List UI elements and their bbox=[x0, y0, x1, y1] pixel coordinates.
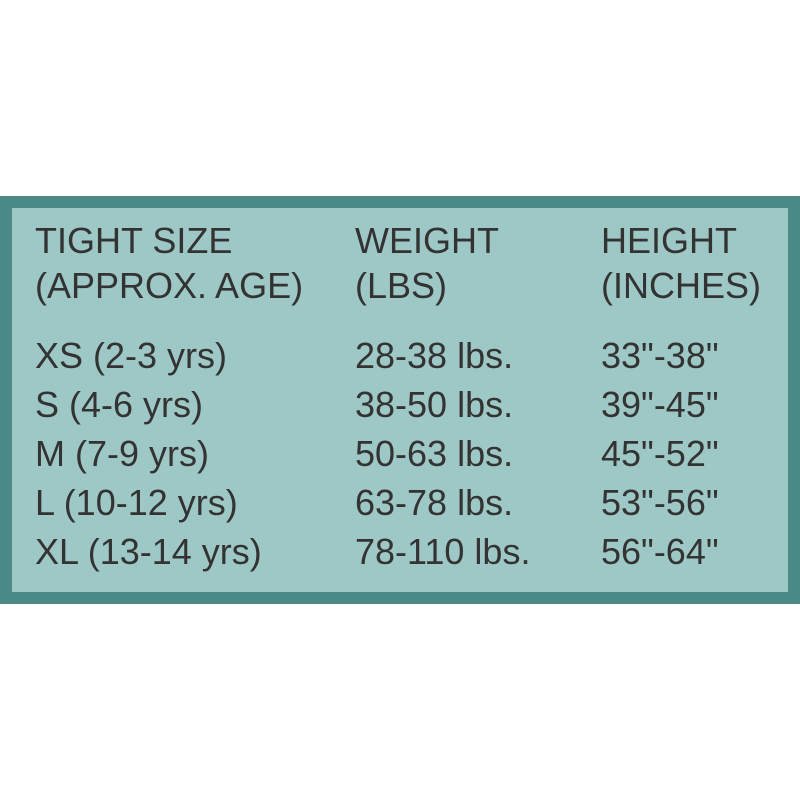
table-cell: 56"-64" bbox=[601, 531, 719, 572]
table-cell: 50-63 lbs. bbox=[355, 433, 514, 474]
header-text: (LBS) bbox=[355, 265, 448, 306]
table-cell: L (10-12 yrs) bbox=[35, 482, 238, 523]
header-text: WEIGHT bbox=[355, 220, 499, 261]
table-cell: 39"-45" bbox=[601, 384, 719, 425]
header-text: (APPROX. AGE) bbox=[35, 265, 304, 306]
table-cell: 38-50 lbs. bbox=[355, 384, 514, 425]
table-cell: S (4-6 yrs) bbox=[35, 384, 204, 425]
size-table bbox=[0, 196, 800, 604]
header-text: TIGHT SIZE bbox=[35, 220, 233, 261]
table-cell: XL (13-14 yrs) bbox=[35, 531, 262, 572]
table-cell: XS (2-3 yrs) bbox=[35, 335, 228, 376]
table-cell: 45"-52" bbox=[601, 433, 719, 474]
table-cell: 33"-38" bbox=[601, 335, 719, 376]
table-cell: 78-110 lbs. bbox=[355, 531, 531, 572]
table-cell: M (7-9 yrs) bbox=[35, 433, 209, 474]
header-text: HEIGHT bbox=[601, 220, 738, 261]
table-cell: 28-38 lbs. bbox=[355, 335, 514, 376]
table-cell: 63-78 lbs. bbox=[355, 482, 514, 523]
header-text: (INCHES) bbox=[601, 265, 761, 306]
table-cell: 53"-56" bbox=[601, 482, 719, 523]
